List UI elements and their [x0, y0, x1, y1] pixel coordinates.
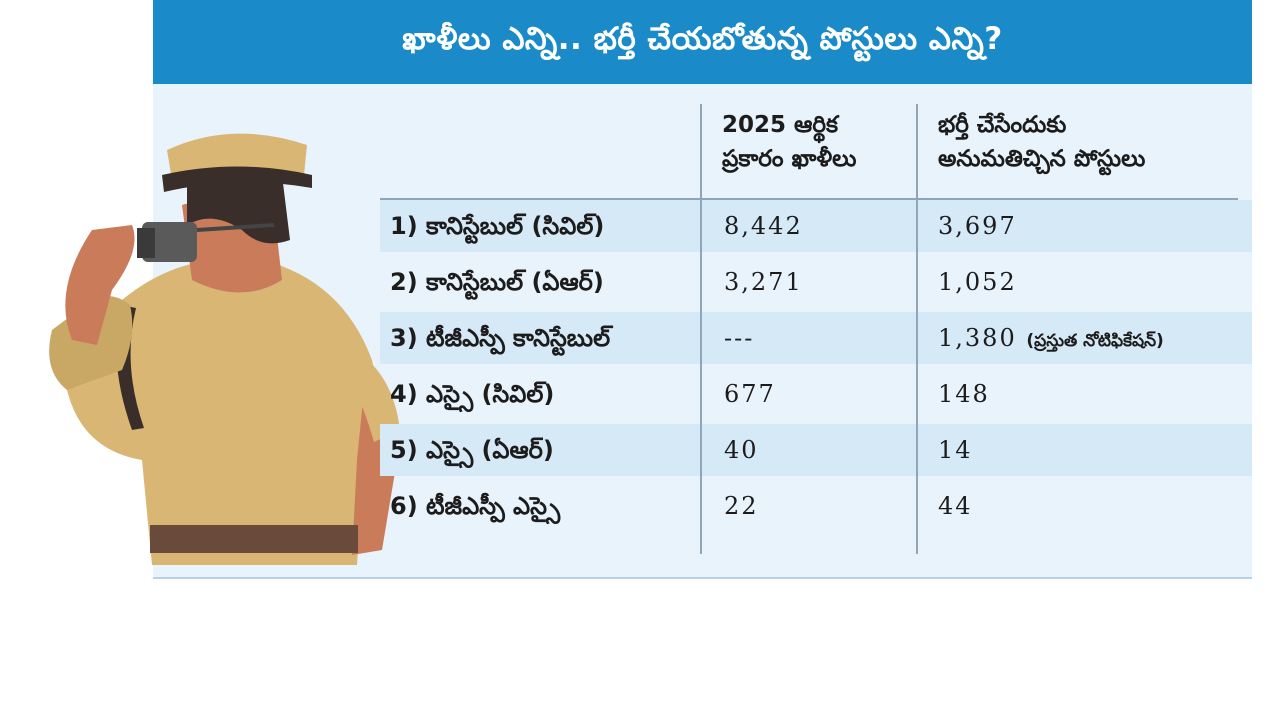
header-vacancies-line2: ప్రకారం ఖాళీలు: [722, 146, 857, 172]
header-divider: [380, 198, 1238, 200]
header-permitted-line1: భర్తీ చేసేందుకు: [938, 112, 1067, 138]
permitted-count: 1,052: [938, 268, 1017, 296]
infographic-title: ఖాళీలు ఎన్ని.. భర్తీ చేయబోతున్న పోస్టులు…: [402, 20, 1003, 57]
header-vacancies-line1: 2025 ఆర్థిక: [722, 112, 839, 138]
table-row: 4) ఎస్సై (సివిల్) 677 148: [380, 368, 1252, 420]
table-row: 2) కానిస్టేబుల్ (ఏఆర్) 3,271 1,052: [380, 256, 1252, 308]
vacancy-count: ---: [724, 324, 755, 352]
table-row: 1) కానిస్టేబుల్ (సివిల్) 8,442 3,697: [380, 200, 1252, 252]
title-banner: ఖాళీలు ఎన్ని.. భర్తీ చేయబోతున్న పోస్టులు…: [153, 0, 1252, 84]
vacancy-count: 22: [724, 492, 759, 520]
vacancy-count: 3,271: [724, 268, 803, 296]
column-divider-2: [916, 104, 918, 554]
header-vacancies: 2025 ఆర్థిక ప్రకారం ఖాళీలు: [722, 108, 856, 176]
post-name: 4) ఎస్సై (సివిల్): [390, 380, 555, 408]
column-divider-1: [700, 104, 702, 554]
table-row: 3) టీజీఎస్పీ కానిస్టేబుల్ --- 1,380 (ప్ర…: [380, 312, 1252, 364]
post-name: 1) కానిస్టేబుల్ (సివిల్): [390, 212, 605, 240]
permitted-count: 44: [938, 492, 973, 520]
permitted-count: 14: [938, 436, 973, 464]
vacancy-count: 40: [724, 436, 759, 464]
header-permitted-line2: అనుమతిచ్చిన పోస్టులు: [938, 146, 1146, 172]
post-name: 3) టీజీఎస్పీ కానిస్టేబుల్: [390, 324, 611, 352]
table-row: 5) ఎస్సై (ఏఆర్) 40 14: [380, 424, 1252, 476]
police-officer-illustration: [49, 133, 400, 565]
vacancy-count: 677: [724, 380, 776, 408]
permitted-count: 1,380 (ప్రస్తుత నోటిఫికేషన్): [938, 324, 1164, 352]
header-permitted: భర్తీ చేసేందుకు అనుమతిచ్చిన పోస్టులు: [938, 108, 1145, 176]
table-row: 6) టీజీఎస్పీ ఎస్సై 22 44: [380, 480, 1252, 532]
vacancy-count: 8,442: [724, 212, 803, 240]
post-name: 2) కానిస్టేబుల్ (ఏఆర్): [390, 268, 604, 296]
notification-note: (ప్రస్తుత నోటిఫికేషన్): [1026, 331, 1164, 351]
permitted-count: 3,697: [938, 212, 1017, 240]
post-name: 5) ఎస్సై (ఏఆర్): [390, 436, 554, 464]
permitted-count: 148: [938, 380, 990, 408]
post-name: 6) టీజీఎస్పీ ఎస్సై: [390, 492, 561, 520]
